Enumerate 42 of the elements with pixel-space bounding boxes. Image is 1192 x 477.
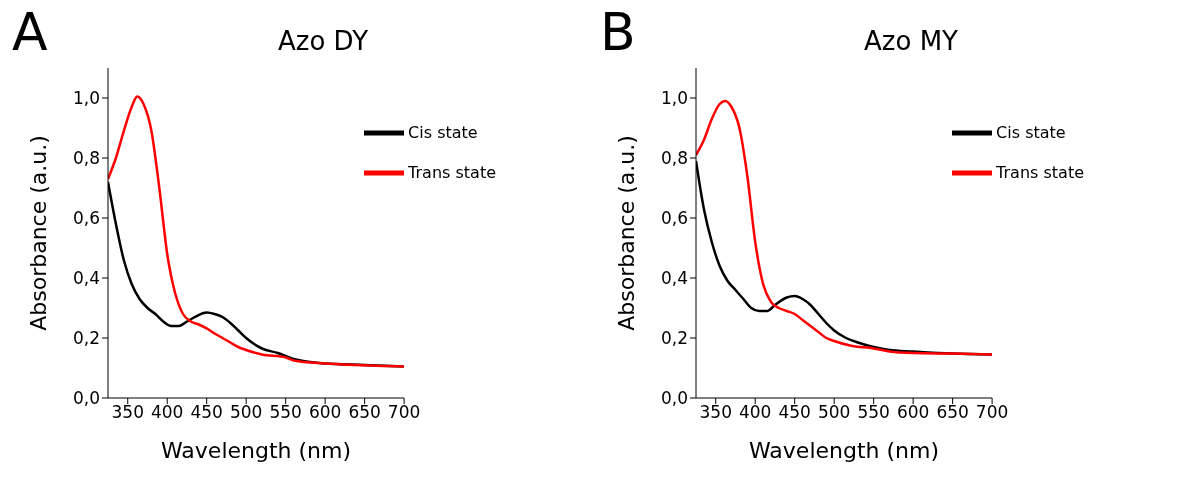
x-tick-label: 350 bbox=[699, 402, 732, 423]
legend-label: Cis state bbox=[996, 122, 1066, 142]
y-tick-label: 0,2 bbox=[660, 328, 688, 349]
x-tick-label: 450 bbox=[190, 402, 223, 423]
line-series bbox=[696, 99, 993, 356]
y-tick-label: 0,8 bbox=[72, 148, 100, 169]
x-tick-label: 500 bbox=[229, 402, 263, 423]
legend-label: Trans state bbox=[408, 162, 496, 182]
x-tick-label: 650 bbox=[348, 402, 381, 423]
x-axis-title: Wavelength (nm) bbox=[161, 438, 352, 463]
x-tick-label: 550 bbox=[269, 402, 302, 423]
y-axis-title: Absorbance (a.u.) bbox=[25, 135, 51, 331]
y-axis-title: Absorbance (a.u.) bbox=[613, 135, 639, 331]
y-tick-label: 0,0 bbox=[72, 388, 100, 409]
y-tick-label: 1,0 bbox=[72, 88, 100, 109]
x-tick-label: 500 bbox=[817, 402, 851, 423]
y-tick-label: 1,0 bbox=[660, 88, 688, 109]
chart-title: Azo DY bbox=[276, 26, 370, 56]
y-tick-label: 0,4 bbox=[660, 268, 688, 289]
line-series bbox=[108, 95, 405, 368]
y-tick-label: 0,6 bbox=[72, 208, 100, 229]
text: A bbox=[12, 2, 48, 62]
x-tick-label: 450 bbox=[778, 402, 811, 423]
y-tick-label: 0,4 bbox=[72, 268, 100, 289]
x-tick-label: 400 bbox=[150, 402, 184, 423]
y-tick-label: 0,6 bbox=[660, 208, 688, 229]
legend-label: Cis state bbox=[408, 122, 478, 142]
x-tick-label: 600 bbox=[308, 402, 342, 423]
text: B bbox=[600, 2, 636, 62]
x-tick-label: 700 bbox=[975, 402, 1009, 423]
x-tick-label: 350 bbox=[111, 402, 144, 423]
x-axis-title: Wavelength (nm) bbox=[749, 438, 940, 463]
x-tick-label: 600 bbox=[896, 402, 930, 423]
y-tick-label: 0,0 bbox=[660, 388, 688, 409]
x-tick-label: 650 bbox=[936, 402, 969, 423]
x-tick-label: 400 bbox=[738, 402, 772, 423]
y-tick-label: 0,8 bbox=[660, 148, 688, 169]
y-tick-label: 0,2 bbox=[72, 328, 100, 349]
x-tick-label: 700 bbox=[387, 402, 421, 423]
chart-title: Azo MY bbox=[863, 26, 959, 56]
legend-label: Trans state bbox=[996, 162, 1084, 182]
x-tick-label: 550 bbox=[857, 402, 890, 423]
